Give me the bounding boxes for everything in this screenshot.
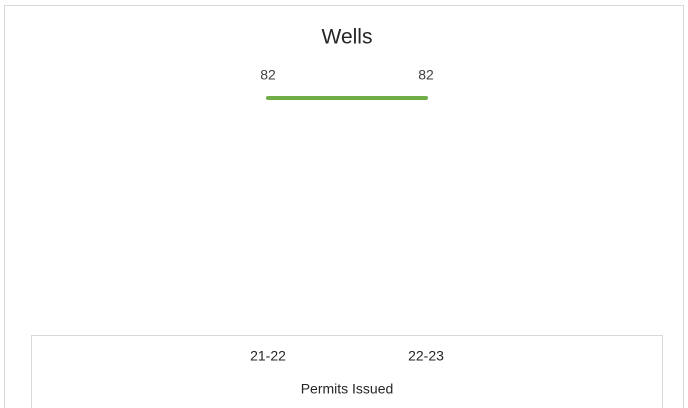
data-label: 82 xyxy=(260,67,276,83)
chart-title: Wells xyxy=(322,26,373,49)
x-tick-label: 21-22 xyxy=(250,348,286,364)
data-label: 82 xyxy=(418,67,434,83)
x-axis-label: Permits Issued xyxy=(301,381,394,397)
x-tick-label: 22-23 xyxy=(408,348,444,364)
axis-box xyxy=(31,335,663,408)
